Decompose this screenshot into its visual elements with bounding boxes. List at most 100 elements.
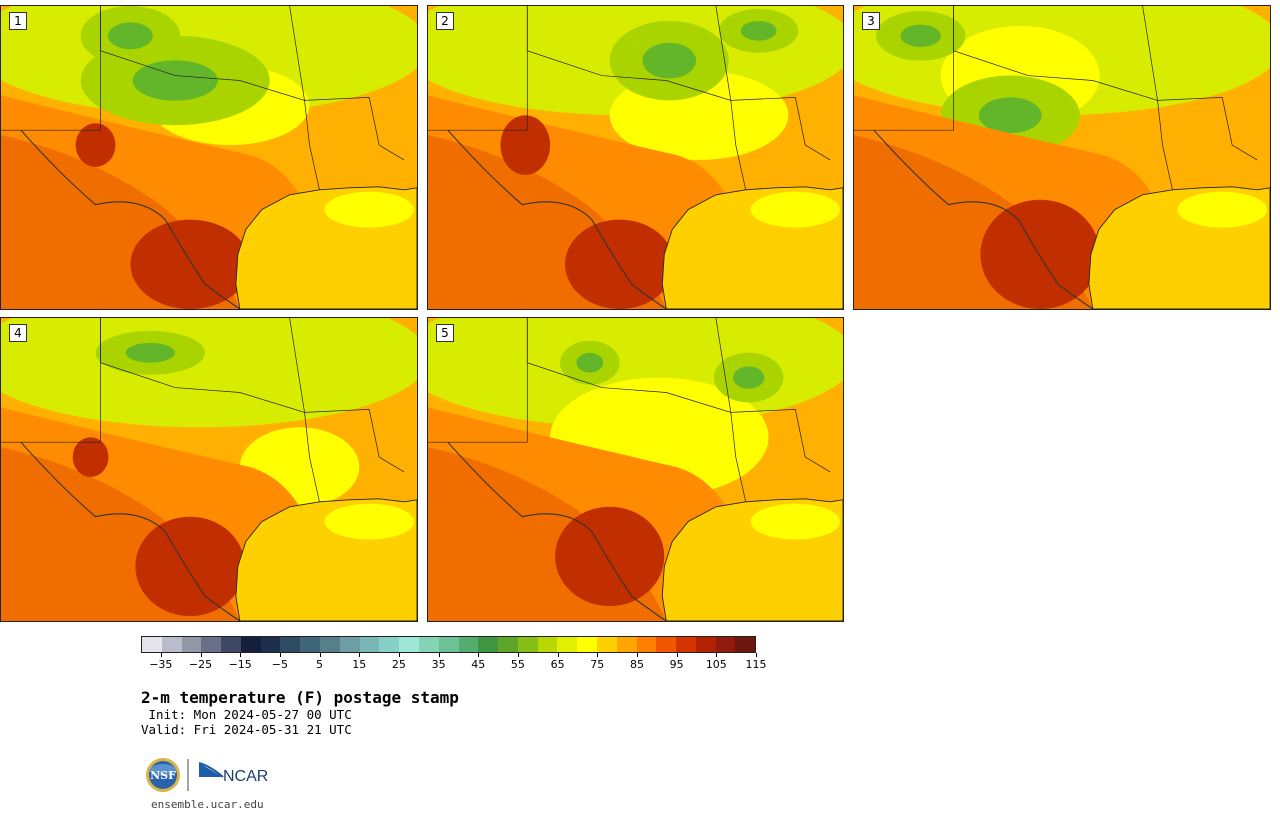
coolest-core	[576, 352, 604, 373]
hottest-zone	[72, 437, 109, 477]
colorbar-swatch-23	[596, 637, 617, 652]
colorbar-tick	[398, 653, 400, 657]
hottest-zone	[565, 219, 675, 309]
colorbar-swatch-15	[438, 637, 459, 652]
ensemble-panel-3: 3	[853, 5, 1271, 310]
colorbar-tick	[200, 653, 202, 657]
ncar-logo: NCAR	[198, 762, 268, 785]
ensemble-panel-2: 2	[427, 5, 844, 310]
colorbar-swatch-13	[399, 637, 419, 652]
colorbar-swatch-2	[181, 637, 202, 652]
colorbar-swatch-9	[320, 637, 340, 652]
panel-number-label: 1	[9, 12, 27, 30]
rio-grande-border	[20, 441, 241, 621]
colorbar-swatch-21	[557, 637, 578, 652]
colorbar-tick	[756, 653, 757, 657]
colorbar-tick-label: −5	[271, 658, 288, 671]
colorbar-swatch-8	[300, 637, 321, 652]
colorbar-tick-label: 15	[352, 658, 367, 671]
colorbar-swatch-14	[418, 637, 439, 652]
colorbar-swatch-0	[142, 637, 162, 652]
coastal-waters	[324, 503, 415, 540]
ensemble-panel-4: 4	[0, 317, 418, 622]
coolest-core	[642, 42, 697, 79]
colorbar-tick	[319, 653, 321, 657]
temperature-colorbar	[141, 636, 756, 653]
logo-area: NSF NCAR	[144, 756, 284, 794]
coastal-waters	[324, 191, 415, 228]
temperature-map-2	[428, 6, 843, 309]
coolest-core	[900, 24, 941, 47]
colorbar-swatch-19	[517, 637, 538, 652]
rio-grande-border	[20, 129, 241, 309]
colorbar-swatch-22	[577, 637, 597, 652]
colorbar-tick-label: 25	[391, 658, 406, 671]
colorbar-tick-label: −35	[149, 658, 173, 671]
colorbar-tick	[240, 653, 242, 657]
colorbar-swatch-1	[161, 637, 182, 652]
rio-grande-border	[447, 129, 667, 309]
colorbar-swatch-30	[735, 637, 756, 652]
colorbar-tick	[438, 653, 440, 657]
colorbar-tick-label: 75	[590, 658, 605, 671]
ncar-logo-text: NCAR	[223, 768, 268, 785]
coolest-core	[733, 366, 765, 389]
ensemble-panel-5: 5	[427, 317, 844, 622]
website-link[interactable]: ensemble.ucar.edu	[151, 798, 264, 811]
coolest-core	[125, 342, 175, 363]
hottest-zone	[500, 115, 551, 175]
temperature-map-3	[854, 6, 1270, 309]
coolest-core	[978, 97, 1042, 134]
coastline	[661, 186, 843, 309]
colorbar-tick-label: 85	[629, 658, 644, 671]
colorbar-tick	[597, 653, 599, 657]
hottest-zone	[555, 506, 665, 607]
hottest-zone	[135, 516, 245, 617]
colorbar-tick-label: 5	[316, 658, 324, 671]
hottest-zone	[980, 199, 1100, 309]
colorbar-swatch-18	[498, 637, 518, 652]
colorbar-ticks: −35 −25 −15 −5 5 15 25 35 45 55 65 75 85 95 105 115	[141, 653, 767, 673]
coastline	[235, 498, 417, 621]
colorbar-tick	[636, 653, 638, 657]
colorbar-swatch-3	[201, 637, 222, 652]
coolest-core	[740, 21, 777, 41]
nsf-logo: NSF	[146, 758, 180, 792]
ensemble-panel-1: 1	[0, 5, 418, 310]
colorbar-swatch-6	[260, 637, 281, 652]
colorbar-tick	[557, 653, 559, 657]
colorbar-swatch-5	[240, 637, 261, 652]
nsf-logo-text: NSF	[150, 769, 176, 782]
state-border	[1142, 6, 1258, 161]
panel-number-label: 4	[9, 324, 27, 342]
init-time: Init: Mon 2024-05-27 00 UTC	[141, 707, 352, 722]
colorbar-tick-label: 55	[510, 658, 525, 671]
valid-time: Valid: Fri 2024-05-31 21 UTC	[141, 722, 352, 737]
colorbar-tick	[359, 653, 361, 657]
colorbar-tick	[160, 653, 162, 657]
temperature-map-4	[1, 318, 417, 621]
state-border	[953, 6, 1173, 190]
temperature-map-1	[1, 6, 417, 309]
coastal-waters	[1177, 191, 1268, 228]
coolest-core	[132, 60, 218, 101]
colorbar-tick-label: 115	[745, 658, 767, 671]
colorbar-tick-label: 45	[471, 658, 486, 671]
colorbar-swatch-4	[221, 637, 241, 652]
rio-grande-border	[447, 441, 667, 621]
colorbar-swatch-7	[280, 637, 301, 652]
coolest-core	[107, 22, 153, 50]
colorbar-tick	[517, 653, 519, 657]
hottest-zone	[75, 123, 116, 167]
coastline	[661, 498, 843, 621]
rio-grande-border	[873, 129, 1094, 309]
coastal-waters	[750, 191, 841, 228]
colorbar-swatch-24	[616, 637, 637, 652]
panel-number-label: 3	[862, 12, 880, 30]
colorbar-tick-label: 95	[669, 658, 684, 671]
state-border	[715, 6, 831, 161]
state-border	[289, 6, 405, 161]
colorbar-swatch-28	[695, 637, 716, 652]
panel-number-label: 2	[436, 12, 454, 30]
colorbar-tick	[716, 653, 718, 657]
